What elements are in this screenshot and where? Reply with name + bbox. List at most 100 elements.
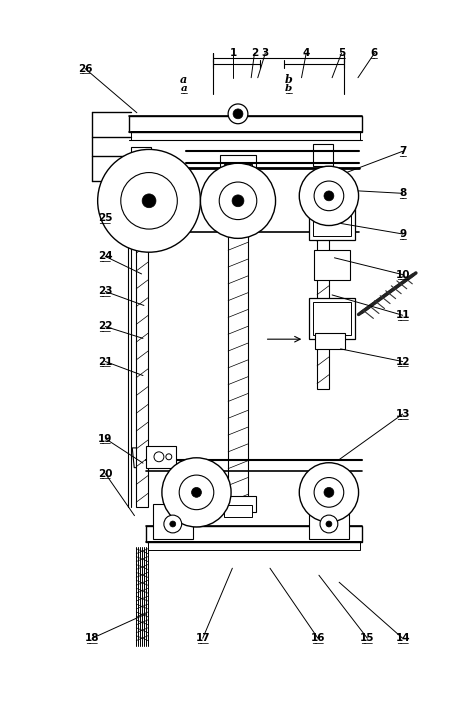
Circle shape xyxy=(191,487,201,497)
Bar xyxy=(153,504,192,539)
Circle shape xyxy=(299,463,358,522)
Text: ‾‾: ‾‾ xyxy=(399,239,407,248)
Bar xyxy=(313,145,333,166)
Text: ‾‾: ‾‾ xyxy=(399,156,407,165)
Text: ‾‾‾: ‾‾‾ xyxy=(99,444,111,452)
Text: ‾‾: ‾‾ xyxy=(399,199,407,207)
Text: ‾‾‾: ‾‾‾ xyxy=(99,479,111,488)
Bar xyxy=(131,147,151,169)
Text: 13: 13 xyxy=(396,409,410,419)
Text: 26: 26 xyxy=(78,64,92,74)
Text: 7: 7 xyxy=(399,146,407,156)
Text: 14: 14 xyxy=(396,633,410,643)
Text: ‾‾‾: ‾‾‾ xyxy=(79,74,91,82)
Text: a: a xyxy=(180,84,187,93)
Bar xyxy=(220,496,256,512)
Text: 12: 12 xyxy=(396,357,410,367)
Text: ‾‾‾: ‾‾‾ xyxy=(99,331,111,340)
Bar xyxy=(131,130,359,140)
Circle shape xyxy=(320,515,338,533)
Bar xyxy=(220,155,256,171)
Text: 22: 22 xyxy=(98,321,113,332)
Text: ‾‾‾: ‾‾‾ xyxy=(397,367,408,376)
Bar xyxy=(228,166,248,507)
Circle shape xyxy=(228,104,248,124)
Text: ‾‾: ‾‾ xyxy=(229,58,237,67)
Text: ‾‾: ‾‾ xyxy=(370,58,378,67)
Circle shape xyxy=(164,515,182,533)
Bar xyxy=(314,250,350,280)
Text: ‾‾: ‾‾ xyxy=(250,58,258,67)
Text: ‾‾‾: ‾‾‾ xyxy=(397,643,408,652)
Text: 24: 24 xyxy=(98,252,113,262)
Text: 9: 9 xyxy=(399,229,406,239)
Text: ‾‾‾: ‾‾‾ xyxy=(99,262,111,270)
Bar xyxy=(224,506,252,517)
Text: a: a xyxy=(180,74,188,84)
Bar xyxy=(317,188,341,203)
Text: 15: 15 xyxy=(360,633,375,643)
Text: ‾‾‾: ‾‾‾ xyxy=(362,643,373,652)
Bar xyxy=(149,168,358,233)
Bar xyxy=(146,446,176,468)
Circle shape xyxy=(166,454,172,459)
Circle shape xyxy=(324,191,334,201)
Text: 6: 6 xyxy=(371,48,378,58)
Text: ‾‾‾: ‾‾‾ xyxy=(397,419,408,428)
Text: 3: 3 xyxy=(262,48,269,58)
Text: 21: 21 xyxy=(98,357,113,367)
Bar xyxy=(313,207,351,236)
Circle shape xyxy=(232,195,244,207)
Text: 10: 10 xyxy=(396,269,410,279)
Text: ‾‾‾: ‾‾‾ xyxy=(397,279,408,289)
Text: 23: 23 xyxy=(98,286,113,296)
Circle shape xyxy=(170,521,176,527)
Circle shape xyxy=(299,166,358,225)
Text: ‾‾‾: ‾‾‾ xyxy=(397,320,408,329)
Bar xyxy=(146,526,362,542)
Text: ‾‾‾: ‾‾‾ xyxy=(197,643,208,652)
Text: 20: 20 xyxy=(98,469,113,479)
Text: 8: 8 xyxy=(399,189,407,199)
Text: 4: 4 xyxy=(303,48,310,58)
Text: ‾‾‾: ‾‾‾ xyxy=(86,643,98,652)
Text: ‾‾: ‾‾ xyxy=(261,58,269,67)
Text: 2: 2 xyxy=(251,48,258,58)
Text: 19: 19 xyxy=(98,434,112,444)
Bar xyxy=(309,203,355,240)
Text: 18: 18 xyxy=(85,633,99,643)
Text: ‾‾: ‾‾ xyxy=(302,58,310,67)
Bar xyxy=(224,191,252,211)
Text: 1: 1 xyxy=(230,48,237,58)
Bar xyxy=(309,298,355,339)
Bar xyxy=(131,189,167,213)
Bar xyxy=(129,116,362,132)
Bar xyxy=(315,333,345,349)
Text: ‾‾‾: ‾‾‾ xyxy=(312,643,324,652)
Bar xyxy=(313,301,351,335)
Text: 25: 25 xyxy=(98,213,113,223)
Circle shape xyxy=(326,521,332,527)
Text: 16: 16 xyxy=(311,633,325,643)
Bar xyxy=(148,541,359,549)
Circle shape xyxy=(162,458,231,527)
Bar xyxy=(317,171,329,389)
Circle shape xyxy=(142,194,156,208)
Circle shape xyxy=(154,452,164,462)
Circle shape xyxy=(324,487,334,497)
Text: ‾‾‾: ‾‾‾ xyxy=(99,296,111,306)
Circle shape xyxy=(233,109,243,119)
Polygon shape xyxy=(132,448,148,468)
Circle shape xyxy=(98,150,200,252)
Bar xyxy=(309,504,349,539)
Text: ‾‾: ‾‾ xyxy=(180,93,188,102)
Text: 11: 11 xyxy=(396,311,410,320)
Text: ‾‾: ‾‾ xyxy=(285,93,293,102)
Bar xyxy=(224,164,252,176)
Circle shape xyxy=(200,163,276,238)
Text: 5: 5 xyxy=(338,48,345,58)
Text: 17: 17 xyxy=(196,633,210,643)
Text: ‾‾‾: ‾‾‾ xyxy=(99,223,111,232)
Text: ‾‾: ‾‾ xyxy=(337,58,346,67)
Text: b: b xyxy=(285,84,292,93)
